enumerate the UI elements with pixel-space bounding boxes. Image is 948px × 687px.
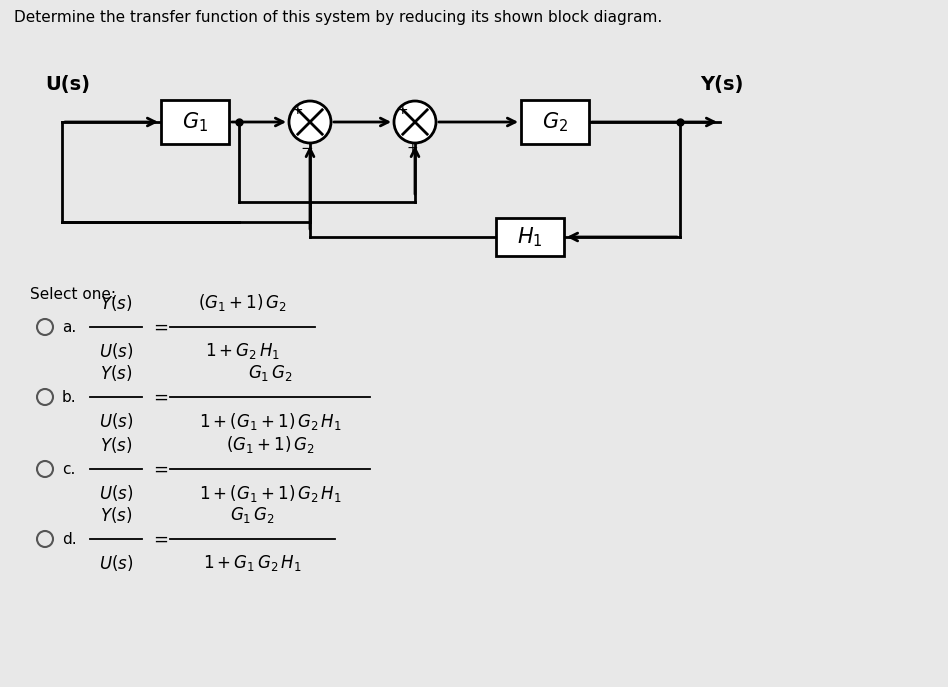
Text: b.: b. [62, 390, 77, 405]
Circle shape [37, 389, 53, 405]
Text: d.: d. [62, 532, 77, 546]
Text: $U(s)$: $U(s)$ [99, 341, 134, 361]
Text: c.: c. [62, 462, 76, 477]
Text: Select one:: Select one: [30, 287, 116, 302]
Text: $=$: $=$ [150, 530, 169, 548]
FancyBboxPatch shape [161, 100, 229, 144]
Circle shape [289, 101, 331, 143]
Circle shape [37, 461, 53, 477]
Circle shape [394, 101, 436, 143]
Text: $Y(s)$: $Y(s)$ [100, 505, 132, 525]
Text: Y(s): Y(s) [700, 75, 743, 94]
Text: $G_1\,G_2$: $G_1\,G_2$ [247, 363, 292, 383]
Text: $1+(G_1+1)\,G_2\,H_1$: $1+(G_1+1)\,G_2\,H_1$ [198, 411, 341, 432]
Text: +: + [406, 141, 418, 155]
Text: $Y(s)$: $Y(s)$ [100, 293, 132, 313]
Text: +: + [292, 103, 303, 117]
Text: $U(s)$: $U(s)$ [99, 553, 134, 573]
Text: $Y(s)$: $Y(s)$ [100, 363, 132, 383]
Text: +: + [397, 103, 409, 117]
Text: $G_1$: $G_1$ [182, 110, 208, 134]
Text: $G_2$: $G_2$ [542, 110, 568, 134]
Circle shape [37, 531, 53, 547]
Text: $U(s)$: $U(s)$ [99, 483, 134, 503]
Text: $(G_1+1)\,G_2$: $(G_1+1)\,G_2$ [198, 292, 287, 313]
FancyBboxPatch shape [521, 100, 589, 144]
Text: Determine the transfer function of this system by reducing its shown block diagr: Determine the transfer function of this … [14, 10, 663, 25]
Text: a.: a. [62, 319, 76, 335]
Text: $U(s)$: $U(s)$ [99, 411, 134, 431]
Text: $1+(G_1+1)\,G_2\,H_1$: $1+(G_1+1)\,G_2\,H_1$ [198, 483, 341, 504]
Text: $=$: $=$ [150, 388, 169, 406]
Text: $1+G_1\,G_2\,H_1$: $1+G_1\,G_2\,H_1$ [203, 553, 301, 573]
Text: $H_1$: $H_1$ [518, 225, 543, 249]
FancyBboxPatch shape [496, 218, 564, 256]
Text: −: − [301, 141, 314, 156]
Text: U(s): U(s) [45, 75, 90, 94]
Text: $Y(s)$: $Y(s)$ [100, 435, 132, 455]
Circle shape [37, 319, 53, 335]
Text: $(G_1+1)\,G_2$: $(G_1+1)\,G_2$ [226, 434, 315, 455]
Text: $=$: $=$ [150, 460, 169, 478]
Text: $1+G_2\,H_1$: $1+G_2\,H_1$ [205, 341, 281, 361]
Text: $=$: $=$ [150, 318, 169, 336]
Text: $G_1\,G_2$: $G_1\,G_2$ [230, 505, 275, 525]
